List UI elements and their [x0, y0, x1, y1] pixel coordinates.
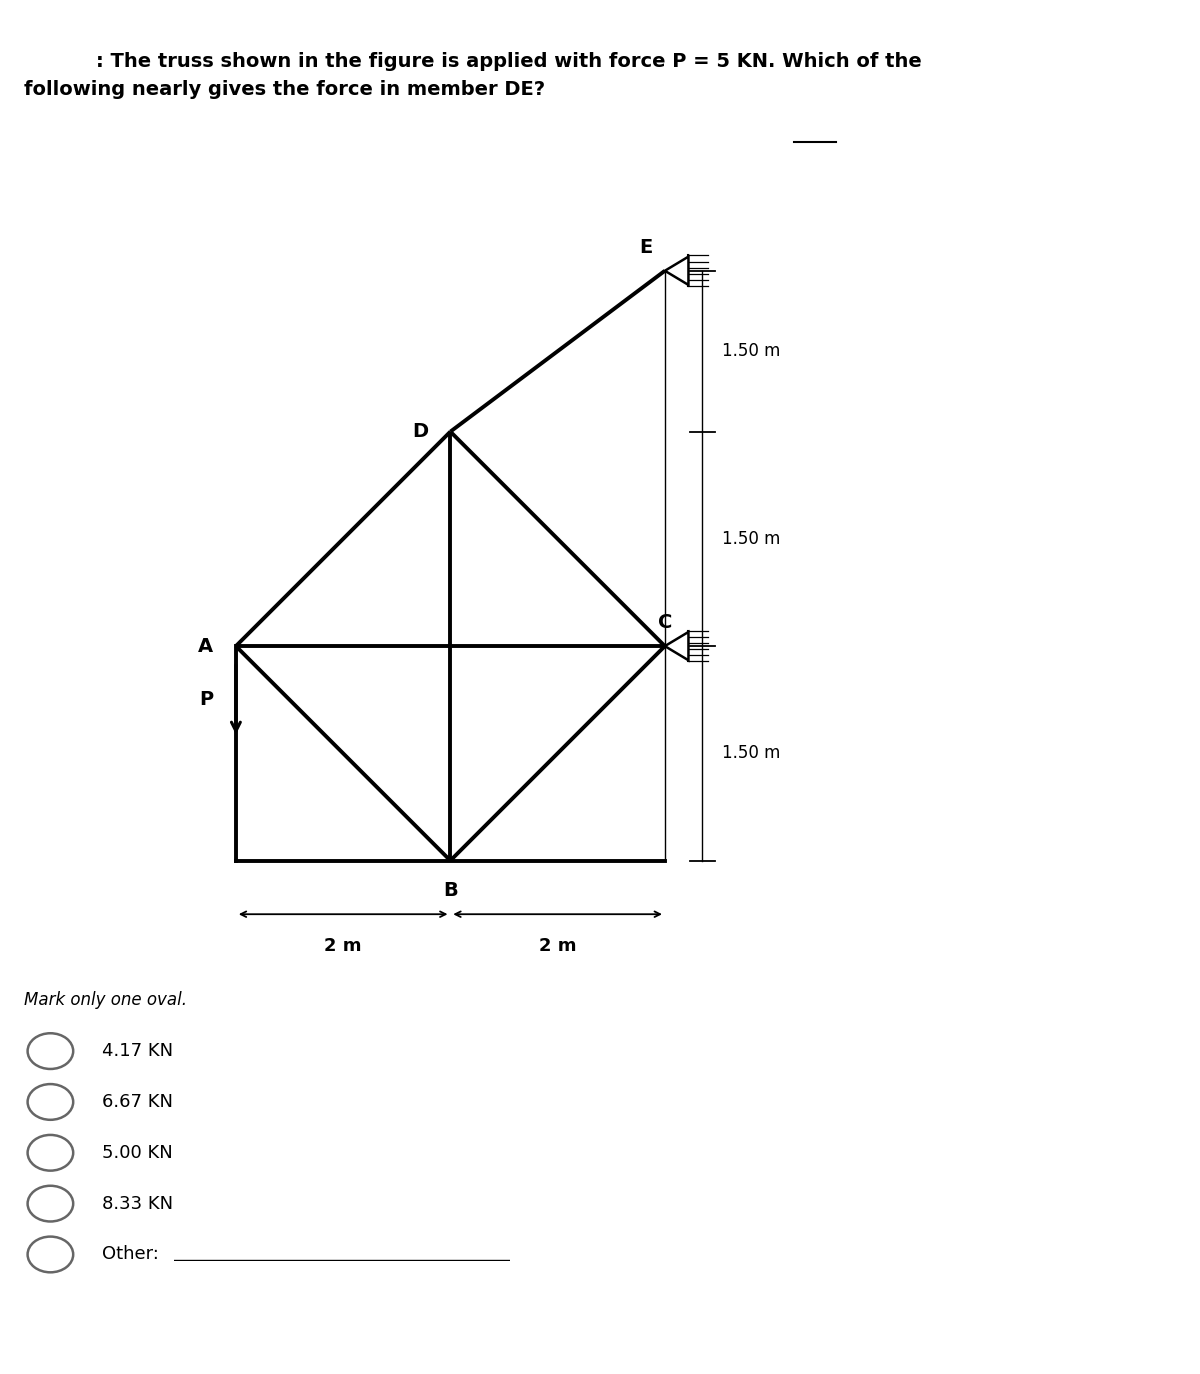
Text: E: E — [638, 238, 652, 257]
Text: : The truss shown in the figure is applied with force P = 5 KN. Which of the: : The truss shown in the figure is appli… — [96, 52, 922, 71]
Text: Mark only one oval.: Mark only one oval. — [24, 991, 187, 1010]
Text: 1.50 m: 1.50 m — [721, 745, 780, 763]
Text: 6.67 KN: 6.67 KN — [102, 1092, 173, 1112]
Text: 8.33 KN: 8.33 KN — [102, 1194, 173, 1213]
Text: P: P — [199, 690, 212, 709]
Polygon shape — [665, 632, 689, 661]
Text: B: B — [443, 881, 457, 900]
Text: 1.50 m: 1.50 m — [721, 530, 780, 548]
Text: 2 m: 2 m — [324, 937, 362, 955]
Text: C: C — [658, 613, 672, 632]
Text: 4.17 KN: 4.17 KN — [102, 1041, 173, 1061]
Text: 1.50 m: 1.50 m — [721, 342, 780, 360]
Polygon shape — [665, 257, 689, 284]
Text: 2 m: 2 m — [539, 937, 576, 955]
Text: following nearly gives the force in member DE?: following nearly gives the force in memb… — [24, 80, 545, 99]
Text: 5.00 KN: 5.00 KN — [102, 1143, 173, 1162]
Text: A: A — [198, 636, 214, 655]
Text: D: D — [413, 422, 428, 441]
Text: Other:: Other: — [102, 1245, 158, 1264]
